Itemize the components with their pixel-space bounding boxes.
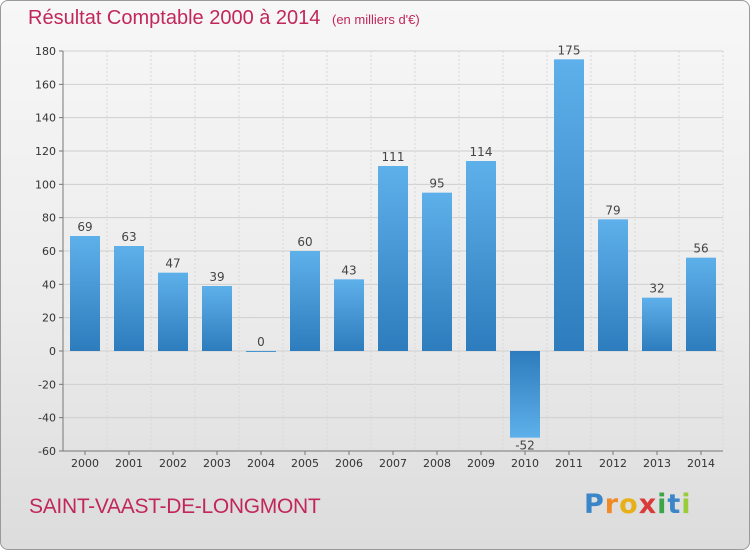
value-label-2002: 47 [165, 257, 180, 271]
x-tick-label: 2000 [71, 457, 99, 470]
y-tick-label: 80 [42, 212, 56, 225]
chart-title: Résultat Comptable 2000 à 2014 [28, 7, 321, 29]
x-tick-label: 2005 [291, 457, 319, 470]
y-tick-label: 60 [42, 245, 56, 258]
value-label-2001: 63 [121, 230, 136, 244]
value-label-2014: 56 [693, 242, 708, 256]
x-tick-label: 2001 [115, 457, 143, 470]
bar-2011 [554, 59, 584, 351]
value-label-2011: 175 [558, 43, 581, 57]
logo-letter: o [619, 489, 639, 520]
logo-letter: r [604, 489, 620, 520]
bar-2004 [246, 351, 276, 352]
value-label-2008: 95 [429, 177, 444, 191]
logo-letter: P [584, 489, 605, 520]
value-label-2003: 39 [209, 270, 224, 284]
bar-2014 [686, 257, 716, 351]
bar-2006 [334, 279, 364, 351]
x-tick-label: 2009 [467, 457, 495, 470]
bar-2010 [510, 351, 540, 438]
value-label-2006: 43 [341, 263, 356, 277]
value-label-2005: 60 [297, 235, 312, 249]
logo-letter: i [681, 489, 692, 520]
bar-2005 [290, 251, 320, 351]
y-tick-label: 100 [35, 178, 56, 191]
bar-2001 [114, 246, 144, 351]
x-tick-label: 2008 [423, 457, 451, 470]
x-tick-label: 2004 [247, 457, 275, 470]
x-tick-label: 2014 [687, 457, 715, 470]
bar-2000 [70, 236, 100, 351]
y-tick-label: 140 [35, 112, 56, 125]
x-tick-label: 2013 [643, 457, 671, 470]
logo-letter: i [657, 489, 668, 520]
commune-name: SAINT-VAAST-DE-LONGMONT [29, 495, 321, 518]
x-tick-label: 2007 [379, 457, 407, 470]
value-label-2004: 0 [257, 335, 265, 349]
proxiti-logo: Proxiti [584, 489, 692, 520]
chart-title-block: Résultat Comptable 2000 à 2014 (en milli… [28, 7, 420, 30]
bar-2008 [422, 192, 452, 351]
y-tick-label: -20 [38, 378, 56, 391]
y-tick-label: 40 [42, 278, 56, 291]
bars [70, 59, 716, 438]
x-tick-label: 2012 [599, 457, 627, 470]
value-label-2009: 114 [470, 145, 493, 159]
logo-letter: x [638, 489, 658, 520]
value-label-2013: 32 [649, 282, 664, 296]
x-tick-label: 2011 [555, 457, 583, 470]
value-label-2010: -52 [515, 439, 535, 453]
value-label-2000: 69 [77, 220, 92, 234]
y-tick-label: 0 [49, 345, 56, 358]
bar-2013 [642, 297, 672, 351]
y-tick-label: 180 [35, 45, 56, 58]
chart-subtitle: (en milliers d'€) [331, 12, 420, 27]
x-tick-label: 2010 [511, 457, 539, 470]
bar-2009 [466, 161, 496, 351]
value-label-2007: 111 [382, 150, 405, 164]
y-tick-label: -60 [38, 445, 56, 458]
axes: -60 -40 -20 0 20 40 60 80 100 120 140 160 180 2000 200… [35, 45, 723, 470]
x-tick-label: 2006 [335, 457, 363, 470]
x-tick-label: 2002 [159, 457, 187, 470]
bar-2007 [378, 166, 408, 351]
y-tick-label: 120 [35, 145, 56, 158]
bar-2003 [202, 286, 232, 351]
y-tick-label: 160 [35, 78, 56, 91]
y-tick-label: 20 [42, 312, 56, 325]
x-tick-label: 2003 [203, 457, 231, 470]
y-tick-label: -40 [38, 412, 56, 425]
logo-letter: t [667, 489, 682, 520]
value-labels: 69 63 47 39 0 60 43 111 95 114 -52 175 79 32 56 [77, 43, 708, 452]
value-label-2012: 79 [605, 203, 620, 217]
bar-2002 [158, 272, 188, 351]
bar-2012 [598, 219, 628, 351]
